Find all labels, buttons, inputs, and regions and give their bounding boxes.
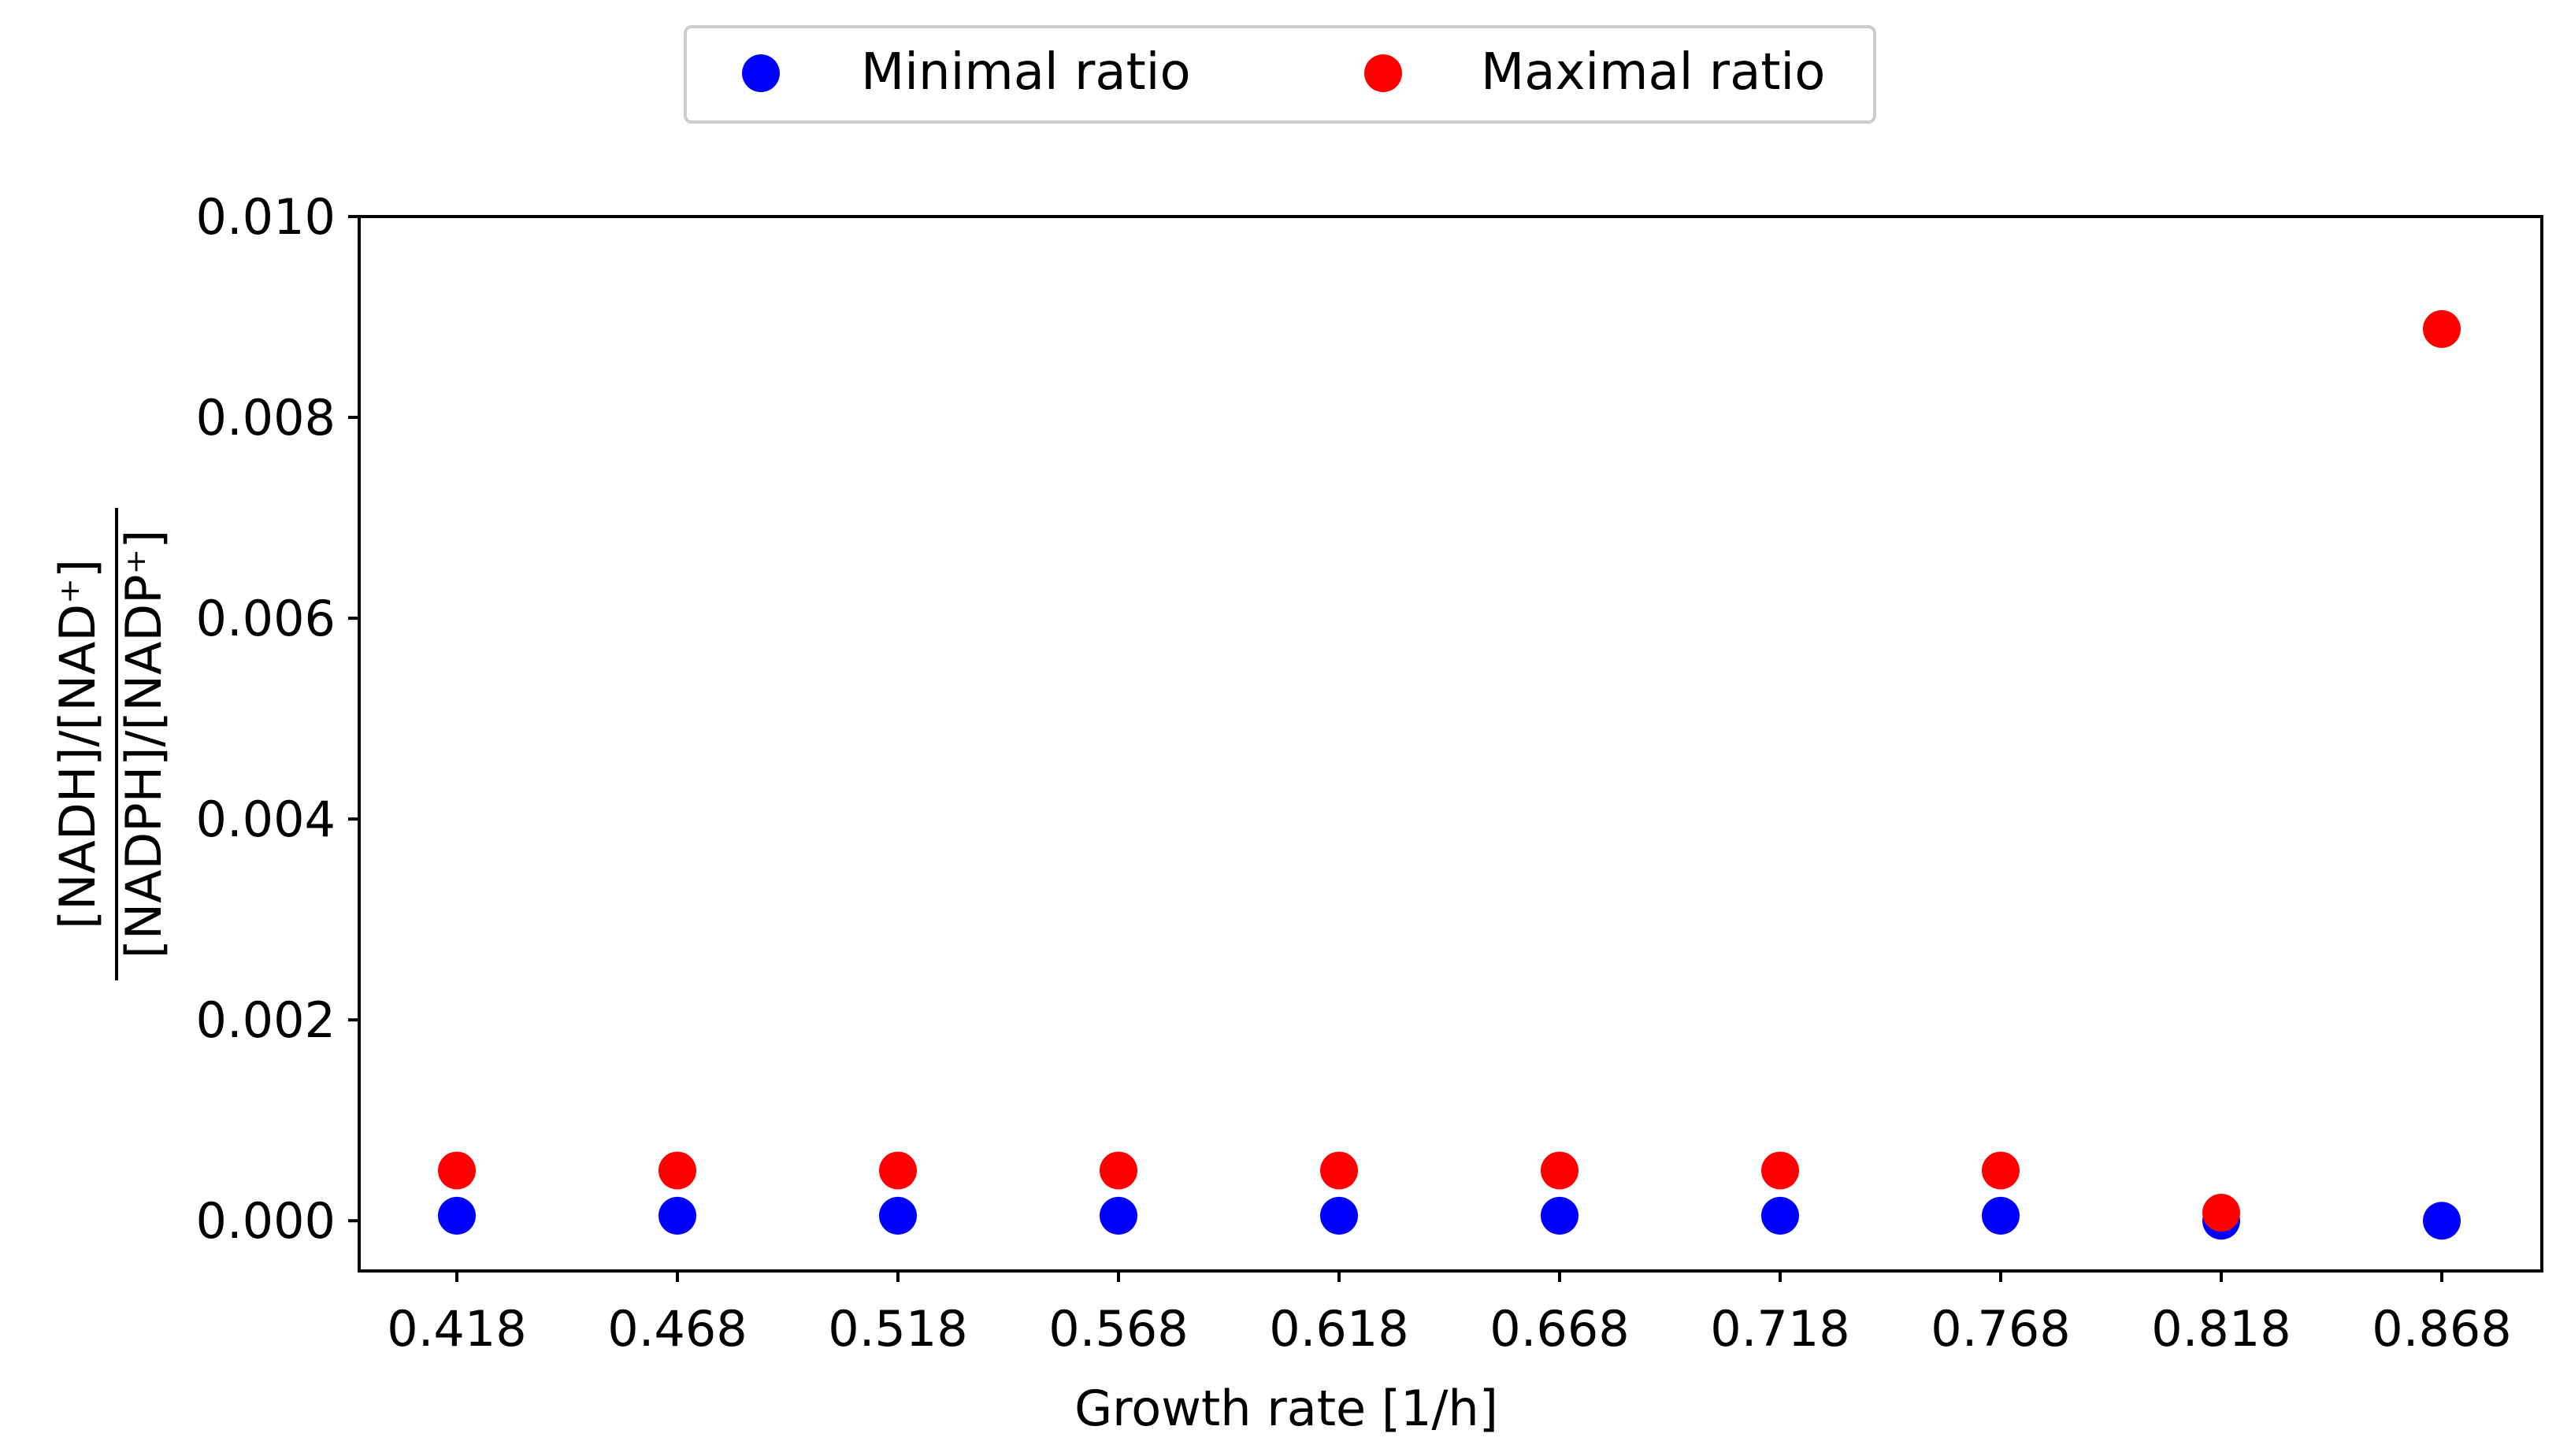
maximal-ratio-point [438, 1151, 476, 1190]
maximal-ratio-point [1541, 1151, 1578, 1190]
minimal-ratio-point [879, 1196, 917, 1235]
x-tick-label: 0.668 [1489, 1300, 1630, 1358]
x-tick-label: 0.768 [1931, 1300, 2071, 1358]
data-points [438, 309, 2461, 1240]
y-tick-label: 0.008 [196, 389, 336, 446]
maximal-ratio-point [2202, 1194, 2240, 1232]
y-axis-ticks: 0.000 0.002 0.004 0.006 0.008 0.010 [196, 188, 359, 1250]
legend-frame [684, 25, 1876, 124]
y-axis-label-denominator: [NADPH]/[NADP⁺] [115, 530, 173, 959]
maximal-ratio-point [879, 1151, 917, 1190]
minimal-ratio-point [1320, 1196, 1358, 1235]
x-axis-ticks: 0.418 0.468 0.518 0.568 0.618 0.668 0.718 0.768… [387, 1271, 2512, 1358]
minimal-ratio-point [1100, 1196, 1137, 1235]
x-tick-label: 0.518 [828, 1300, 968, 1358]
minimal-ratio-point [658, 1196, 696, 1235]
plot-frame [358, 215, 2543, 1273]
x-tick-label: 0.868 [2372, 1300, 2512, 1358]
minimal-ratio-point [1982, 1196, 2020, 1235]
minimal-ratio-point [1761, 1196, 1799, 1235]
y-tick-label: 0.002 [196, 991, 336, 1049]
minimal-ratio-point [2423, 1202, 2461, 1240]
maximal-ratio-point [658, 1151, 696, 1190]
x-tick-label: 0.568 [1048, 1300, 1189, 1358]
minimal-ratio-point [438, 1196, 476, 1235]
legend-marker-minimal [742, 54, 780, 92]
y-tick-label: 0.006 [196, 590, 336, 647]
x-tick-label: 0.718 [1710, 1300, 1850, 1358]
y-axis-label: [NADH]/[NAD⁺] [NADPH]/[NADP⁺] [49, 508, 173, 980]
y-tick-label: 0.000 [196, 1192, 336, 1250]
maximal-ratio-point [1100, 1151, 1137, 1190]
x-tick-label: 0.618 [1269, 1300, 1409, 1358]
legend-label-maximal: Maximal ratio [1481, 43, 1825, 102]
legend-label-minimal: Minimal ratio [861, 43, 1191, 102]
x-tick-label: 0.818 [2151, 1300, 2291, 1358]
x-tick-label: 0.418 [387, 1300, 527, 1358]
y-tick-label: 0.004 [196, 791, 336, 848]
x-tick-label: 0.468 [607, 1300, 748, 1358]
minimal-ratio-point [1541, 1196, 1578, 1235]
maximal-ratio-point [1982, 1151, 2020, 1190]
legend-marker-maximal [1364, 54, 1402, 92]
maximal-ratio-point [2423, 309, 2461, 348]
x-axis-label: Growth rate [1/h] [1074, 1380, 1498, 1437]
maximal-ratio-point [1320, 1151, 1358, 1190]
legend: Minimal ratio Maximal ratio [684, 25, 1876, 124]
y-tick-label: 0.010 [196, 188, 336, 246]
y-axis-label-numerator: [NADH]/[NAD⁺] [49, 559, 106, 929]
maximal-ratio-point [1761, 1151, 1799, 1190]
